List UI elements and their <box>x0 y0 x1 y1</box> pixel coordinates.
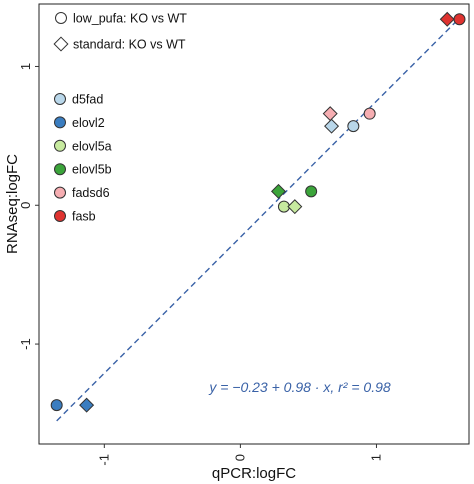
x-axis-title: qPCR:logFC <box>212 465 296 482</box>
point-fasb-low_pufa <box>453 13 466 26</box>
point-elovl2-low_pufa <box>50 399 63 412</box>
legend-swatch-elovl5b <box>54 163 66 176</box>
point-fadsd6-standard <box>322 106 338 122</box>
x-tick-label: -1 <box>96 454 111 466</box>
data-points <box>50 11 466 413</box>
x-tick-label: 0 <box>232 454 247 461</box>
point-d5fad-low_pufa <box>347 120 360 133</box>
legend-swatch-d5fad <box>54 93 66 105</box>
x-tick-label: 1 <box>368 454 383 461</box>
legend-swatch-fadsd6 <box>54 186 66 199</box>
legend-shape-circle <box>55 12 67 24</box>
point-elovl5b-standard <box>270 183 287 199</box>
axis-ticks: -1 0 1 -1 0 1 <box>18 63 383 466</box>
fit-line-group <box>56 16 462 422</box>
y-tick-label: -1 <box>18 338 33 350</box>
legend-color-label: elovl5a <box>72 139 112 153</box>
legend-color-label: fasb <box>72 210 96 224</box>
legend-swatch-elovl5a <box>54 139 66 152</box>
legend-shape-diamond <box>53 36 69 52</box>
y-axis-title: RNAseq:logFC <box>4 154 21 254</box>
y-tick-label: 0 <box>18 202 33 209</box>
legend-color-label: elovl2 <box>72 116 105 130</box>
point-elovl5a-standard <box>287 199 303 215</box>
regression-line <box>56 16 462 422</box>
legend-shape-label: low_pufa: KO vs WT <box>73 12 187 26</box>
plot-panel <box>38 3 470 445</box>
legend-color-label: fadsd6 <box>72 186 110 200</box>
point-fadsd6-low_pufa <box>363 107 376 120</box>
point-elovl2-standard <box>79 397 95 413</box>
y-tick-label: 1 <box>18 63 33 70</box>
point-d5fad-standard <box>324 118 340 134</box>
legend-color-label: elovl5b <box>72 163 112 177</box>
legend-shape-label: standard: KO vs WT <box>73 38 186 52</box>
legend: low_pufa: KO vs WT standard: KO vs WT d5fa… <box>53 12 187 224</box>
regression-annotation: y = −0.23 + 0.98 · x, r² = 0.98 <box>208 379 391 395</box>
legend-color-label: d5fad <box>72 93 103 107</box>
point-elovl5b-low_pufa <box>305 185 318 198</box>
legend-swatch-fasb <box>54 210 66 222</box>
legend-swatch-elovl2 <box>54 116 66 129</box>
point-fasb-standard <box>439 11 455 27</box>
